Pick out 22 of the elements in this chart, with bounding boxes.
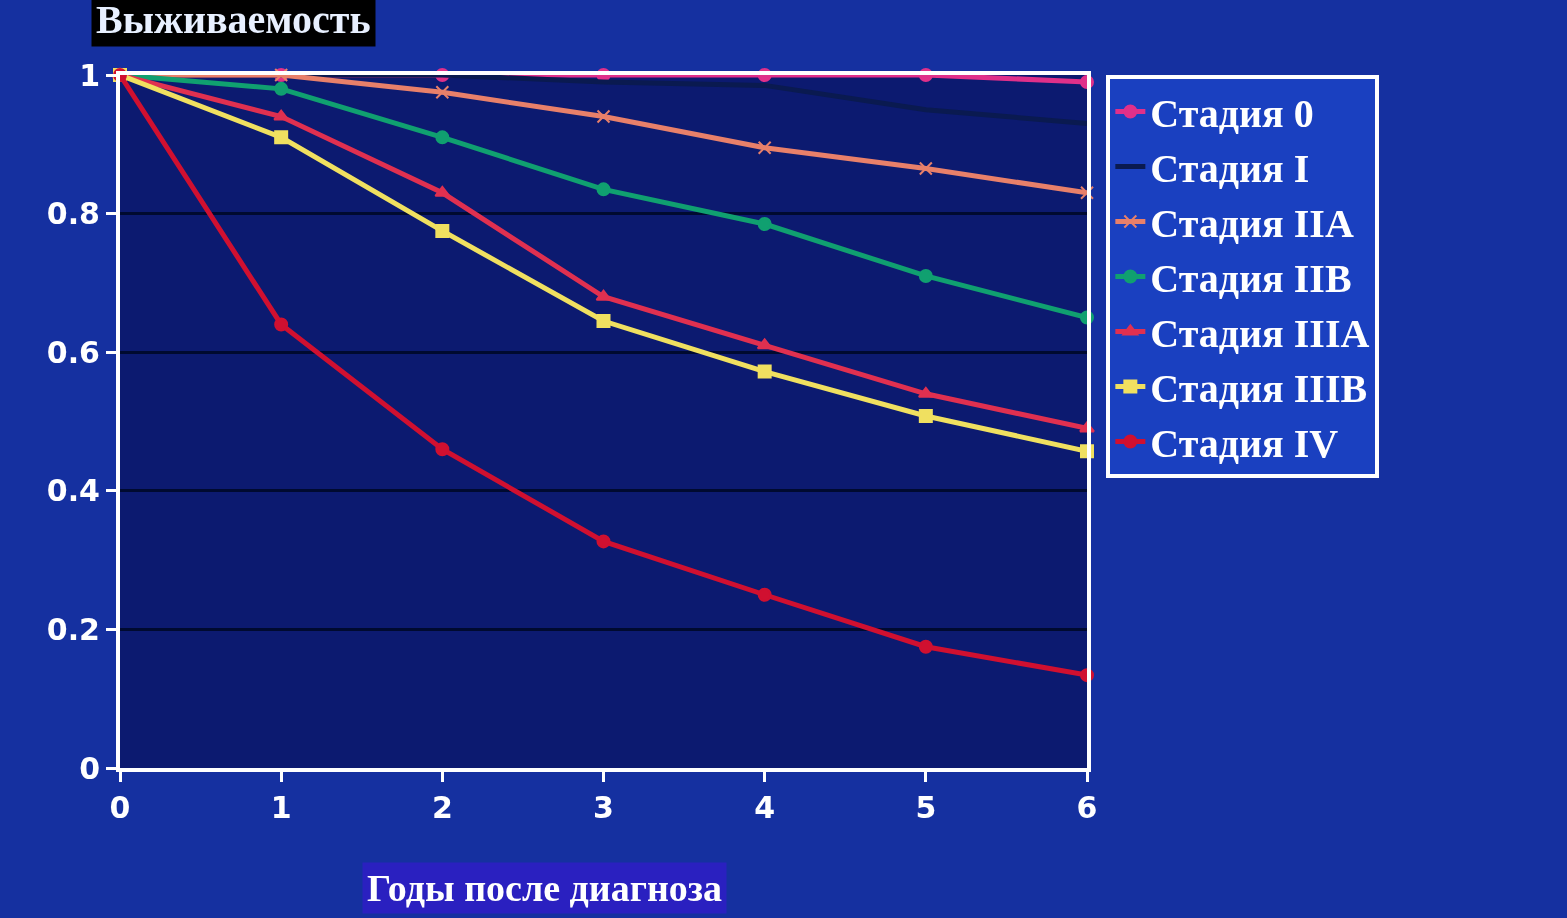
legend-label: Стадия 0: [1150, 91, 1314, 137]
legend-label: Стадия IIIB: [1150, 366, 1368, 412]
y-tick-label: 0.2: [46, 611, 100, 647]
y-tick-label: 0.6: [46, 334, 100, 370]
chart-title: Выживаемость: [96, 0, 371, 42]
x-tick-label: 2: [431, 790, 453, 825]
x-tick-label: 5: [915, 790, 937, 825]
x-tick-label: 6: [1076, 790, 1098, 825]
legend-label: Стадия IV: [1150, 421, 1339, 467]
legend-label: Стадия IIB: [1150, 256, 1352, 302]
legend-label: Стадия I: [1150, 146, 1310, 192]
x-tick-label: 0: [109, 790, 131, 825]
y-tick-label: 0: [79, 750, 100, 786]
x-tick-label: 3: [593, 790, 614, 825]
legend-label: Стадия IIIA: [1150, 311, 1370, 357]
x-tick-label: 1: [270, 790, 292, 825]
y-tick-label: 1: [79, 57, 100, 93]
y-tick-label: 0.4: [46, 473, 100, 509]
x-tick-label: 4: [754, 790, 776, 825]
y-tick-label: 0.8: [46, 196, 100, 232]
legend-label: Стадия IIA: [1150, 201, 1354, 247]
x-axis-title: Годы после диагноза: [367, 867, 723, 909]
